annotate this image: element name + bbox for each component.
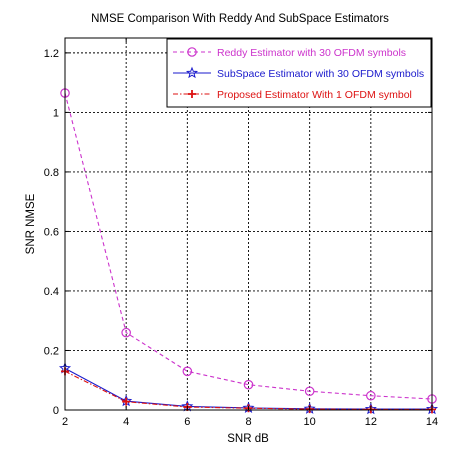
chart-title: NMSE Comparison With Reddy And SubSpace … <box>91 13 389 25</box>
x-axis-label: SNR dB <box>227 433 269 445</box>
x-tick-label-4: 4 <box>123 416 129 428</box>
y-tick-label-0: 0 <box>53 405 59 417</box>
legend-marker-3 <box>188 90 196 98</box>
legend-marker-1 <box>187 47 197 57</box>
series-1-line <box>64 92 433 400</box>
y-tick-label-1: 0.2 <box>44 345 59 357</box>
series-1-point-5 <box>304 386 315 397</box>
x-tick-label-12: 12 <box>365 416 377 428</box>
y-tick-label-2: 0.4 <box>44 286 59 298</box>
x-tick-label-8: 8 <box>245 416 251 428</box>
y-tick-label-5: 1 <box>53 107 59 119</box>
series-1-point-6 <box>366 390 376 401</box>
legend-label-1: Reddy Estimator with 30 OFDM symbols <box>217 47 406 59</box>
series-1-point-2 <box>121 327 131 338</box>
series-1 <box>60 88 437 404</box>
x-tick-label-6: 6 <box>184 416 190 428</box>
legend: Reddy Estimator with 30 OFDM symbols SubS… <box>166 38 432 108</box>
x-tick-label-2: 2 <box>62 416 68 428</box>
legend-label-3: Proposed Estimator With 1 OFDM symbol <box>217 89 412 101</box>
y-tick-label-4: 0.8 <box>44 167 59 179</box>
legend-marker-2 <box>185 66 199 79</box>
series-3-point-2 <box>122 397 131 406</box>
series-1-point-3 <box>182 366 193 377</box>
legend-label-2: SubSpace Estimator with 30 OFDM symbols <box>217 68 424 80</box>
y-axis-label: SNR NMSE <box>25 193 37 254</box>
x-tick-label-14: 14 <box>426 416 438 428</box>
plot-frame <box>64 37 433 411</box>
series-1-point-4 <box>243 379 254 390</box>
tick-labels: 2 4 6 8 10 12 14 0 0.2 0.4 0.6 0.8 1 1.2 <box>44 38 438 428</box>
y-tick-label-6: 1.2 <box>44 48 59 60</box>
y-tick-label-3: 0.6 <box>44 226 59 238</box>
x-tick-label-10: 10 <box>304 416 316 428</box>
